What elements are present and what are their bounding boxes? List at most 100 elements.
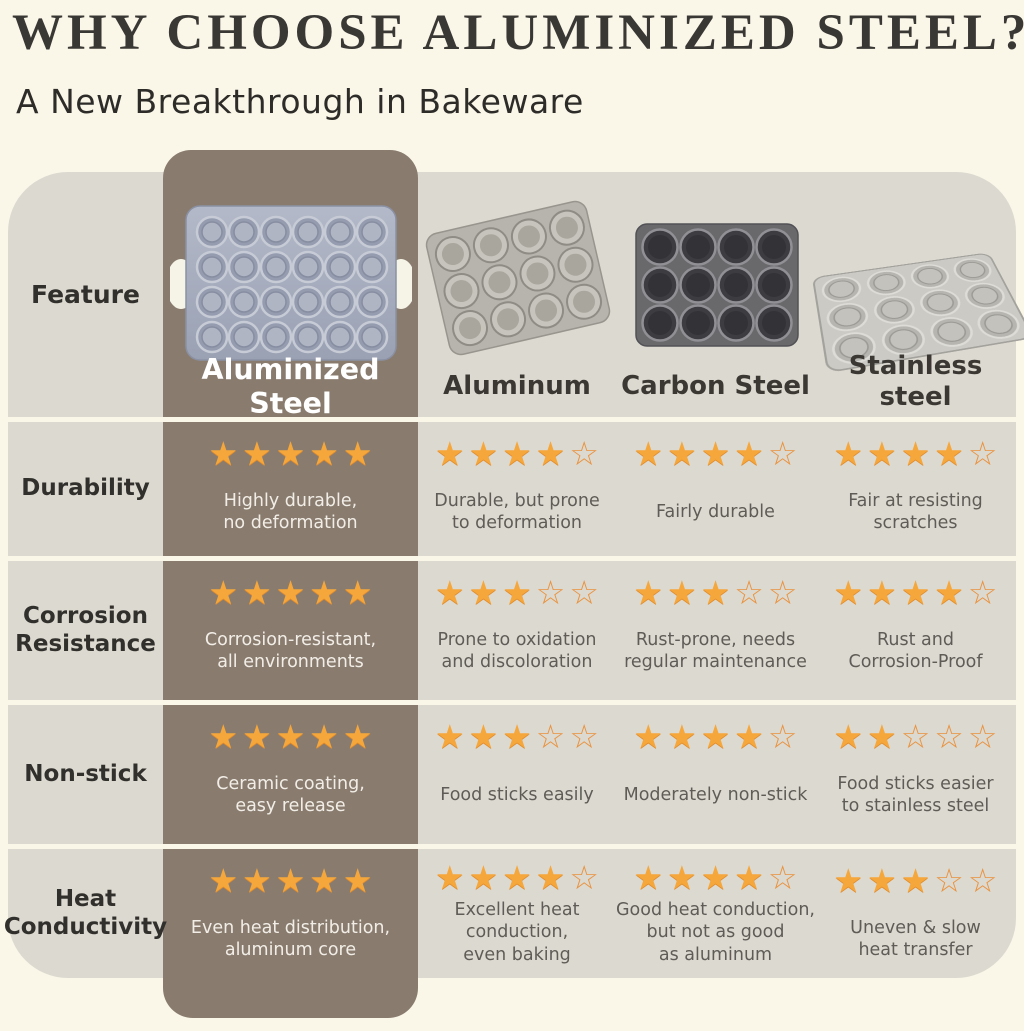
- page-subtitle: A New Breakthrough in Bakeware: [16, 82, 584, 121]
- cell-text: Even heat distribution, aluminum core: [190, 917, 391, 960]
- cell-text: Food sticks easily: [440, 784, 594, 805]
- star-filled-icon: ★: [502, 716, 532, 756]
- star-filled-icon: ★: [309, 572, 339, 612]
- feature-label-durability: Durability: [21, 475, 150, 502]
- cell-text: Moderately non-stick: [623, 784, 808, 805]
- star-empty-icon: ☆: [967, 433, 998, 473]
- star-empty-icon: ☆: [535, 716, 566, 756]
- star-empty-icon: ☆: [934, 716, 964, 756]
- cell-text: Prone to oxidation and discoloration: [437, 629, 597, 672]
- star-rating: ★ ★ ★ ★ ★: [207, 433, 375, 473]
- cell-nonstick-stainless: ★ ★ ☆ ☆ ☆ Food sticks easier to stainless st…: [815, 705, 1016, 828]
- column-header-stainless-steel: Stainless steel: [848, 350, 983, 412]
- cell-heat-stainless: ★ ★ ★ ☆ ☆ Uneven & slow heat transfer: [815, 849, 1016, 972]
- star-filled-icon: ★: [734, 857, 764, 897]
- star-filled-icon: ★: [700, 716, 731, 756]
- star-filled-icon: ★: [208, 572, 239, 612]
- star-rating: ★ ★ ☆ ☆ ☆: [832, 716, 1000, 756]
- highlight-column-corrosion: [163, 561, 418, 700]
- star-rating: ★ ★ ★ ★ ★: [207, 716, 375, 756]
- star-filled-icon: ★: [502, 857, 532, 897]
- star-filled-icon: ★: [633, 857, 664, 897]
- star-rating: ★ ★ ★ ★ ★: [207, 860, 375, 900]
- star-filled-icon: ★: [435, 433, 465, 473]
- star-filled-icon: ★: [208, 716, 239, 756]
- star-filled-icon: ★: [468, 572, 499, 612]
- star-filled-icon: ★: [633, 572, 664, 612]
- star-filled-icon: ★: [900, 572, 931, 612]
- star-empty-icon: ☆: [734, 572, 764, 612]
- star-empty-icon: ☆: [967, 572, 998, 612]
- cell-durability-stainless: ★ ★ ★ ★ ☆ Fair at resisting scratches: [815, 422, 1016, 545]
- star-filled-icon: ★: [833, 860, 864, 900]
- star-filled-icon: ★: [535, 857, 566, 897]
- star-filled-icon: ★: [867, 572, 897, 612]
- aluminum-pan-image: [422, 197, 614, 360]
- feature-column-header: Feature: [31, 279, 140, 309]
- star-filled-icon: ★: [833, 433, 864, 473]
- star-filled-icon: ★: [435, 572, 465, 612]
- star-filled-icon: ★: [535, 433, 566, 473]
- star-empty-icon: ☆: [900, 716, 931, 756]
- star-rating: ★ ★ ★ ★ ☆: [433, 433, 601, 473]
- feature-label-nonstick: Non-stick: [24, 760, 147, 787]
- star-empty-icon: ☆: [934, 860, 964, 900]
- star-rating: ★ ★ ★ ★ ★: [207, 572, 375, 612]
- cell-text: Fair at resisting scratches: [848, 490, 983, 533]
- star-rating: ★ ★ ★ ★ ☆: [632, 857, 800, 897]
- star-rating: ★ ★ ★ ★ ☆: [632, 433, 800, 473]
- cell-corrosion-stainless: ★ ★ ★ ★ ☆ Rust and Corrosion-Proof: [815, 561, 1016, 684]
- cell-text: Durable, but prone to deformation: [434, 490, 600, 533]
- star-rating: ★ ★ ★ ☆ ☆: [433, 716, 601, 756]
- star-empty-icon: ☆: [967, 716, 998, 756]
- star-filled-icon: ★: [275, 716, 306, 756]
- star-filled-icon: ★: [342, 572, 373, 612]
- star-filled-icon: ★: [700, 857, 731, 897]
- cell-heat-aluminum: ★ ★ ★ ★ ☆ Excellent heat conduction, even ba…: [418, 849, 616, 966]
- star-filled-icon: ★: [468, 857, 499, 897]
- cell-text: Uneven & slow heat transfer: [850, 917, 981, 960]
- star-empty-icon: ☆: [767, 716, 798, 756]
- feature-label-heat: Heat Conductivity: [3, 886, 168, 940]
- star-filled-icon: ★: [435, 716, 465, 756]
- star-filled-icon: ★: [633, 716, 664, 756]
- star-filled-icon: ★: [242, 572, 272, 612]
- cell-text: Highly durable, no deformation: [223, 490, 358, 533]
- aluminized-steel-pan-image: [170, 196, 412, 366]
- star-filled-icon: ★: [633, 433, 664, 473]
- star-filled-icon: ★: [867, 433, 897, 473]
- star-filled-icon: ★: [934, 433, 964, 473]
- star-filled-icon: ★: [667, 572, 697, 612]
- star-rating: ★ ★ ★ ★ ☆: [632, 716, 800, 756]
- cell-text: Fairly durable: [656, 501, 775, 522]
- star-filled-icon: ★: [275, 860, 306, 900]
- star-filled-icon: ★: [734, 433, 764, 473]
- cell-corrosion-aluminum: ★ ★ ★ ☆ ☆ Prone to oxidation and discolorati…: [418, 561, 616, 684]
- cell-durability-aluminum: ★ ★ ★ ★ ☆ Durable, but prone to deformation: [418, 422, 616, 545]
- carbon-steel-pan-image: [634, 222, 800, 348]
- star-rating: ★ ★ ★ ☆ ☆: [832, 860, 1000, 900]
- cell-text: Rust-prone, needs regular maintenance: [624, 629, 807, 672]
- star-filled-icon: ★: [700, 433, 731, 473]
- star-filled-icon: ★: [900, 433, 931, 473]
- cell-text: Food sticks easier to stainless steel: [837, 773, 994, 816]
- star-filled-icon: ★: [309, 860, 339, 900]
- star-filled-icon: ★: [242, 433, 272, 473]
- cell-nonstick-carbon: ★ ★ ★ ★ ☆ Moderately non-stick: [616, 705, 815, 828]
- star-filled-icon: ★: [734, 716, 764, 756]
- star-filled-icon: ★: [275, 433, 306, 473]
- star-filled-icon: ★: [342, 433, 373, 473]
- star-filled-icon: ★: [667, 857, 697, 897]
- star-empty-icon: ☆: [569, 716, 599, 756]
- star-filled-icon: ★: [468, 433, 499, 473]
- star-filled-icon: ★: [275, 572, 306, 612]
- star-empty-icon: ☆: [767, 433, 798, 473]
- star-filled-icon: ★: [309, 716, 339, 756]
- star-filled-icon: ★: [700, 572, 731, 612]
- highlight-column-durability: [163, 422, 418, 556]
- star-empty-icon: ☆: [569, 572, 599, 612]
- star-empty-icon: ☆: [767, 857, 798, 897]
- highlight-column-heat: [163, 849, 418, 1018]
- star-filled-icon: ★: [435, 857, 465, 897]
